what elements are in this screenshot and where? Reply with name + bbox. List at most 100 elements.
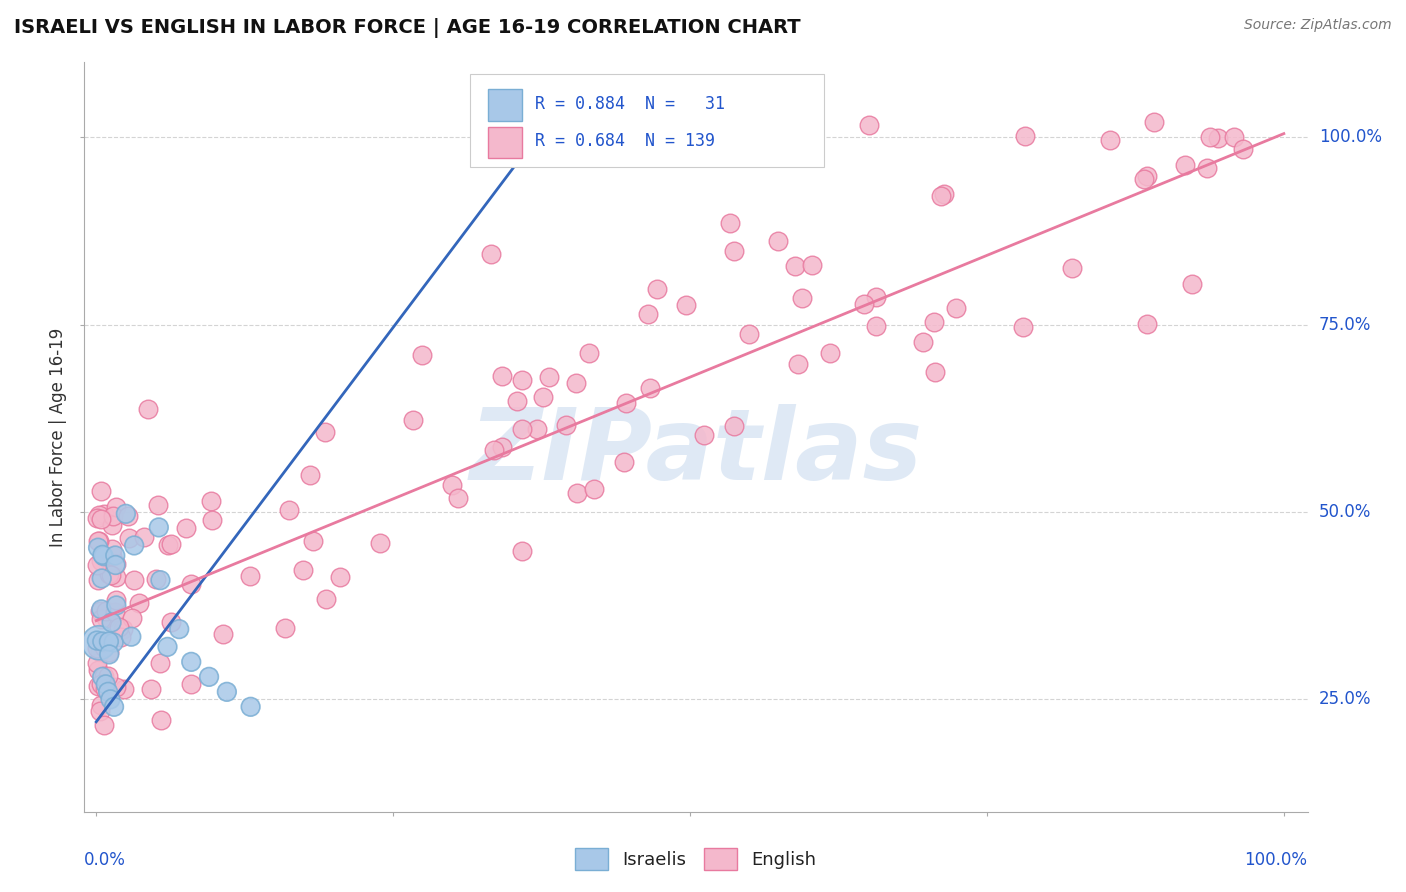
Point [94,604,117,618]
Point [645,282,668,296]
Point [103,635,125,649]
Point [86,663,108,677]
Point [117,509,139,524]
Point [675,298,697,312]
Text: 50.0%: 50.0% [1319,503,1371,521]
Point [160,537,183,551]
Point [93,668,115,682]
Point [693,428,716,442]
Point [1143,115,1166,129]
Point [89,554,111,568]
Point [273,621,295,635]
Point [929,188,952,202]
Y-axis label: In Labor Force | Age 16-19: In Labor Force | Age 16-19 [49,327,67,547]
Point [90,602,112,616]
Legend: Israelis, English: Israelis, English [568,841,824,878]
Point [1136,169,1159,184]
Point [91,670,114,684]
Point [97,634,120,648]
Point [93,718,115,732]
Point [89,605,111,619]
Text: ZIPatlas: ZIPatlas [470,403,922,500]
Point [160,615,183,629]
Point [786,357,808,371]
Point [723,419,745,434]
Point [718,216,741,230]
Point [100,568,122,582]
Point [86,633,108,648]
Point [1232,142,1254,156]
Point [156,640,179,654]
Point [87,679,110,693]
Point [148,520,170,534]
Point [89,508,111,522]
Text: ISRAELI VS ENGLISH IN LABOR FORCE | AGE 16-19 CORRELATION CHART: ISRAELI VS ENGLISH IN LABOR FORCE | AGE … [14,18,800,37]
Point [93,507,115,521]
Point [90,698,112,712]
Text: 100.0%: 100.0% [1319,128,1382,146]
Point [510,544,533,558]
Point [89,704,111,718]
Point [121,611,143,625]
Point [785,259,807,273]
Point [314,425,336,439]
Point [115,507,138,521]
Point [174,521,197,535]
Point [484,443,506,458]
Point [128,596,150,610]
Point [112,682,135,697]
Point [368,535,391,549]
Point [1098,133,1121,147]
Point [924,365,946,379]
Point [1062,260,1084,275]
Point [865,319,887,334]
Point [200,493,222,508]
Point [101,549,124,564]
Point [104,570,127,584]
Point [565,486,588,500]
Point [315,591,337,606]
Point [120,630,142,644]
Point [578,346,600,360]
Point [103,699,125,714]
Point [510,422,533,436]
Point [766,235,789,249]
Point [1136,317,1159,331]
Point [912,335,935,350]
Point [97,669,120,683]
Point [86,511,108,525]
Point [104,605,127,619]
Point [1198,130,1220,145]
Text: R = 0.884  N =   31: R = 0.884 N = 31 [534,95,724,112]
Point [91,548,114,562]
Point [90,612,112,626]
Point [411,348,433,362]
Point [86,657,108,671]
Point [1011,320,1033,334]
Point [201,513,224,527]
Point [134,530,156,544]
Point [1014,129,1036,144]
Point [93,676,115,690]
Point [852,297,875,311]
Point [800,258,823,272]
Point [97,685,120,699]
Point [90,571,112,585]
Point [101,518,124,533]
Point [613,455,636,469]
Point [89,644,111,658]
Point [638,381,661,395]
Point [105,599,128,613]
Point [301,534,323,549]
Point [149,656,172,670]
Point [87,534,110,549]
Point [87,541,110,555]
Point [93,640,115,654]
Point [91,634,114,648]
Point [738,326,761,341]
Point [104,592,127,607]
Point [614,396,637,410]
Point [93,549,115,564]
Text: R = 0.684  N = 139: R = 0.684 N = 139 [534,132,714,150]
Point [481,246,503,260]
